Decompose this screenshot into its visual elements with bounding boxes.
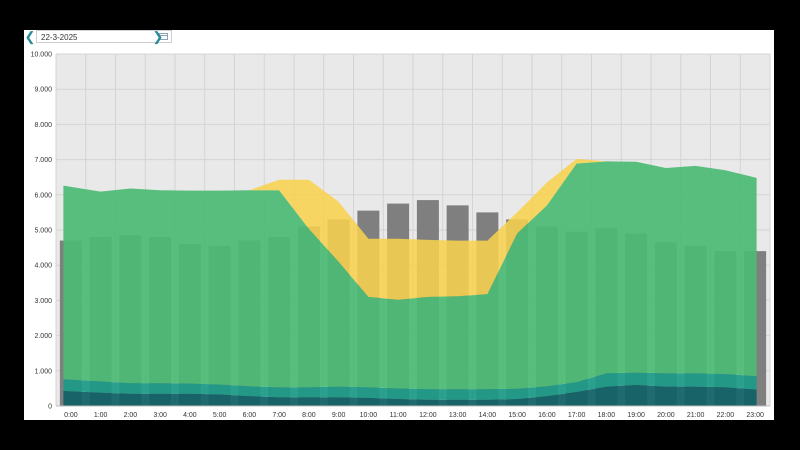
x-tick-label: 5:00	[213, 412, 227, 419]
x-tick-label: 8:00	[302, 412, 316, 419]
area-yellow	[63, 158, 757, 300]
area-dark_teal	[63, 384, 757, 406]
chart-panel: 0 1.000 2.000 3.000 4.000 5.000 6.000 7.000 8.00…	[24, 30, 774, 420]
x-tick-label: 0:00	[64, 412, 78, 419]
x-tick-label: 23:00	[746, 412, 764, 419]
x-tick-label: 11:00	[390, 412, 407, 419]
y-tick-label: 9.000	[34, 87, 52, 94]
x-tick-label: 1:00	[94, 412, 108, 419]
date-navigator: ❮ 22-3-2025 ❯	[24, 30, 774, 46]
chart-svg: 0 1.000 2.000 3.000 4.000 5.000 6.000 7.000 8.00…	[31, 52, 771, 419]
date-input[interactable]: 22-3-2025	[36, 30, 172, 43]
date-value: 22-3-2025	[41, 33, 78, 42]
chevron-left-icon[interactable]: ❮	[24, 29, 36, 44]
x-tick-label: 7:00	[272, 412, 286, 419]
y-tick-label: 5.000	[34, 228, 52, 235]
x-tick-label: 13:00	[449, 412, 467, 419]
y-tick-label: 6.000	[34, 192, 52, 199]
x-tick-label: 4:00	[183, 412, 197, 419]
y-tick-label: 10.000	[31, 52, 53, 59]
x-tick-label: 20:00	[657, 412, 675, 419]
x-tick-label: 19:00	[627, 412, 645, 419]
x-tick-label: 2:00	[124, 412, 138, 419]
x-tick-label: 9:00	[332, 412, 346, 419]
area-green	[63, 161, 757, 390]
area-teal	[63, 372, 757, 400]
calendar-icon[interactable]	[159, 33, 168, 40]
x-tick-label: 3:00	[153, 412, 167, 419]
x-tick-label: 17:00	[568, 412, 586, 419]
x-tick-label: 14:00	[479, 412, 497, 419]
x-tick-label: 21:00	[687, 412, 705, 419]
y-tick-label: 1.000	[34, 368, 52, 375]
y-tick-label: 3.000	[34, 298, 52, 305]
x-tick-label: 18:00	[598, 412, 616, 419]
y-tick-label: 4.000	[34, 263, 52, 270]
y-tick-label: 0	[48, 404, 52, 411]
x-tick-label: 22:00	[717, 412, 735, 419]
x-tick-label: 16:00	[538, 412, 556, 419]
y-tick-label: 2.000	[34, 333, 52, 340]
x-tick-label: 15:00	[508, 412, 526, 419]
y-tick-label: 7.000	[34, 157, 52, 164]
y-tick-label: 8.000	[34, 122, 52, 129]
x-tick-label: 12:00	[419, 412, 437, 419]
x-tick-label: 6:00	[243, 412, 257, 419]
chevron-right-icon[interactable]: ❯	[152, 29, 164, 44]
x-tick-label: 10:00	[360, 412, 378, 419]
